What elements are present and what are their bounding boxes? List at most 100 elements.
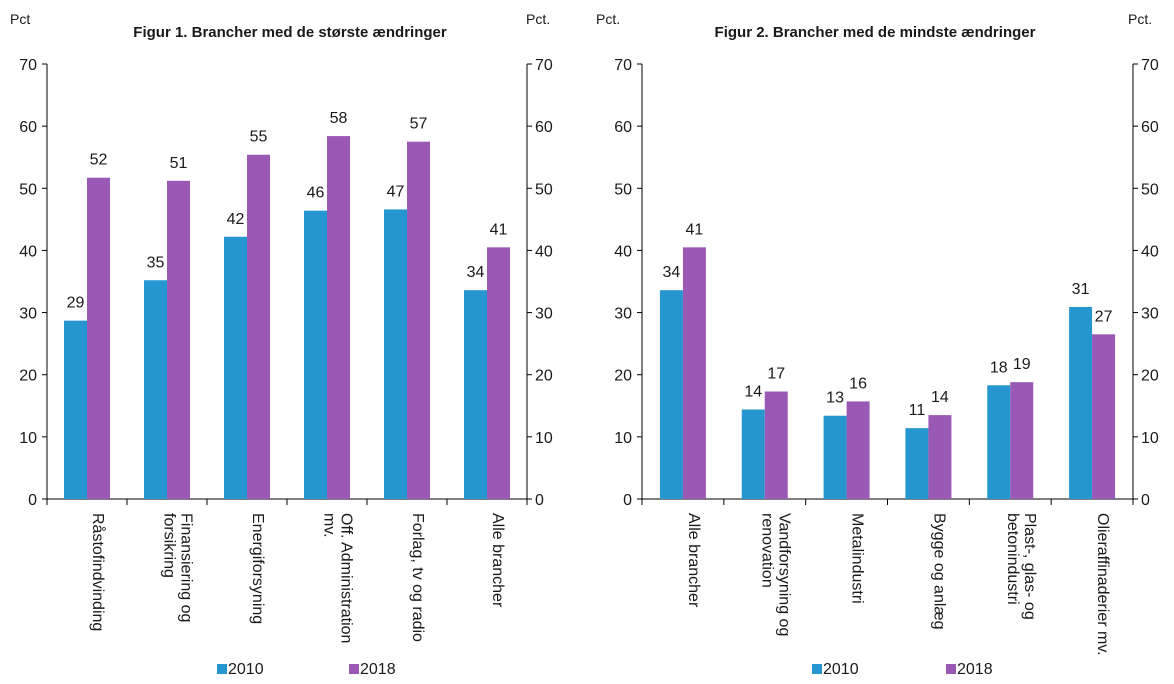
category-label-line: Plast-, glas- og: [1021, 513, 1038, 620]
y-tick-label-left: 0: [623, 492, 632, 509]
category-label: Off. Administrationmv.: [321, 513, 355, 643]
bar-2018: [87, 177, 110, 499]
bar-2018: [846, 401, 870, 499]
y-tick-label-right: 40: [535, 243, 553, 260]
y-tick-label-right: 60: [535, 119, 553, 136]
y-tick-label-right: 30: [535, 306, 553, 323]
bar-2010: [823, 415, 847, 499]
bar-2010: [905, 428, 929, 499]
category-label-line: Bygge og anlæg: [930, 513, 947, 630]
y-tick-label-right: 20: [1141, 368, 1159, 385]
bar-2010: [741, 409, 765, 499]
bar-2010: [384, 209, 407, 499]
bar-2010: [659, 290, 683, 499]
category-label-line: betonindustri: [1004, 513, 1021, 605]
legend-swatch-2010: [812, 664, 822, 674]
data-label-2018: 19: [1013, 356, 1031, 373]
y-tick-label-right: 0: [1141, 492, 1150, 509]
y-axis-left-unit-label: Pct.: [596, 11, 620, 27]
category-label-line: Energiforsyning: [249, 513, 266, 624]
bar-2018: [167, 180, 190, 500]
category-label-line: Råstofindvinding: [89, 513, 107, 631]
category-label-line: Alle brancher: [489, 513, 506, 608]
chart-panel-2: Figur 2. Brancher med de mindste ændring…: [596, 11, 1159, 678]
y-tick-label-right: 30: [1141, 306, 1159, 323]
category-label: Forlag, tv og radio: [409, 513, 426, 642]
y-tick-label-right: 20: [535, 368, 553, 385]
category-label-line: Off. Administration: [338, 513, 355, 643]
legend-label-2010: 2010: [228, 661, 264, 678]
data-label-2018: 41: [686, 221, 704, 238]
y-tick-label-left: 30: [19, 306, 37, 323]
category-label: Olieraffinaderier mv.: [1094, 513, 1111, 656]
bar-2018: [682, 247, 706, 499]
category-label-line: Olieraffinaderier mv.: [1094, 513, 1111, 656]
y-tick-label-left: 40: [19, 243, 37, 260]
data-label-2018: 27: [1095, 308, 1113, 325]
bar-2010: [144, 280, 167, 499]
data-label-2010: 31: [1072, 281, 1090, 298]
y-tick-label-right: 50: [1141, 181, 1159, 198]
data-label-2010: 35: [147, 254, 165, 271]
y-tick-label-right: 50: [535, 181, 553, 198]
category-label: Bygge og anlæg: [930, 513, 947, 630]
category-label: Plast-, glas- ogbetonindustri: [1004, 513, 1038, 620]
data-label-2010: 13: [826, 390, 844, 407]
category-label-line: forsikring: [161, 513, 178, 578]
y-tick-label-right: 70: [1141, 57, 1159, 74]
y-tick-label-right: 70: [535, 57, 553, 74]
data-label-2018: 17: [767, 365, 785, 382]
data-label-2018: 58: [330, 110, 348, 127]
data-label-2010: 47: [387, 183, 405, 200]
data-label-2010: 14: [744, 384, 762, 401]
bar-2018: [764, 391, 788, 499]
bar-2018: [327, 136, 350, 500]
data-label-2010: 34: [467, 264, 485, 281]
data-label-2010: 42: [227, 211, 245, 228]
y-tick-label-left: 70: [19, 57, 37, 74]
category-label-line: Alle brancher: [685, 513, 702, 608]
category-label: Alle brancher: [685, 513, 702, 608]
category-label-line: Forlag, tv og radio: [409, 513, 426, 642]
data-label-2010: 18: [990, 359, 1008, 376]
bar-2018: [407, 141, 430, 499]
data-label-2018: 16: [849, 375, 867, 392]
category-label: Råstofindvinding: [89, 513, 107, 631]
legend-label-2010: 2010: [823, 661, 859, 678]
bar-2018: [928, 415, 952, 499]
data-label-2018: 52: [90, 152, 108, 169]
category-label: Alle brancher: [489, 513, 506, 608]
legend-label-2018: 2018: [360, 661, 396, 678]
y-tick-label-left: 40: [614, 243, 632, 260]
legend-swatch-2018: [349, 664, 359, 674]
data-label-2018: 41: [490, 221, 508, 238]
data-label-2010: 46: [307, 185, 325, 202]
y-axis-right-unit-label: Pct.: [526, 11, 550, 27]
y-tick-label-left: 0: [28, 492, 37, 509]
category-label: Metalindustri: [849, 513, 866, 604]
y-tick-label-left: 50: [614, 181, 632, 198]
category-label-line: Vandforsyning og: [775, 513, 792, 636]
chart-title: Figur 2. Brancher med de mindste ændring…: [715, 24, 1036, 41]
y-tick-label-right: 0: [535, 492, 544, 509]
data-label-2010: 34: [663, 264, 681, 281]
category-label: Finansiering ogforsikring: [161, 513, 195, 622]
y-tick-label-right: 10: [1141, 430, 1159, 447]
y-tick-label-right: 60: [1141, 119, 1159, 136]
legend-swatch-2010: [217, 664, 227, 674]
y-axis-right-unit-label: Pct.: [1128, 11, 1152, 27]
legend-label-2018: 2018: [957, 661, 993, 678]
y-tick-label-left: 60: [614, 119, 632, 136]
chart-title: Figur 1. Brancher med de største ændring…: [133, 24, 447, 41]
category-label-line: mv.: [321, 513, 338, 538]
category-label: Energiforsyning: [249, 513, 266, 624]
data-label-2010: 11: [909, 402, 926, 419]
bar-2010: [464, 290, 487, 499]
bar-2010: [64, 320, 87, 499]
y-axis-left-unit-label: Pct: [10, 11, 30, 27]
y-tick-label-left: 70: [614, 57, 632, 74]
y-tick-label-left: 20: [19, 368, 37, 385]
category-label: Vandforsyning ogrenovation: [758, 513, 792, 636]
